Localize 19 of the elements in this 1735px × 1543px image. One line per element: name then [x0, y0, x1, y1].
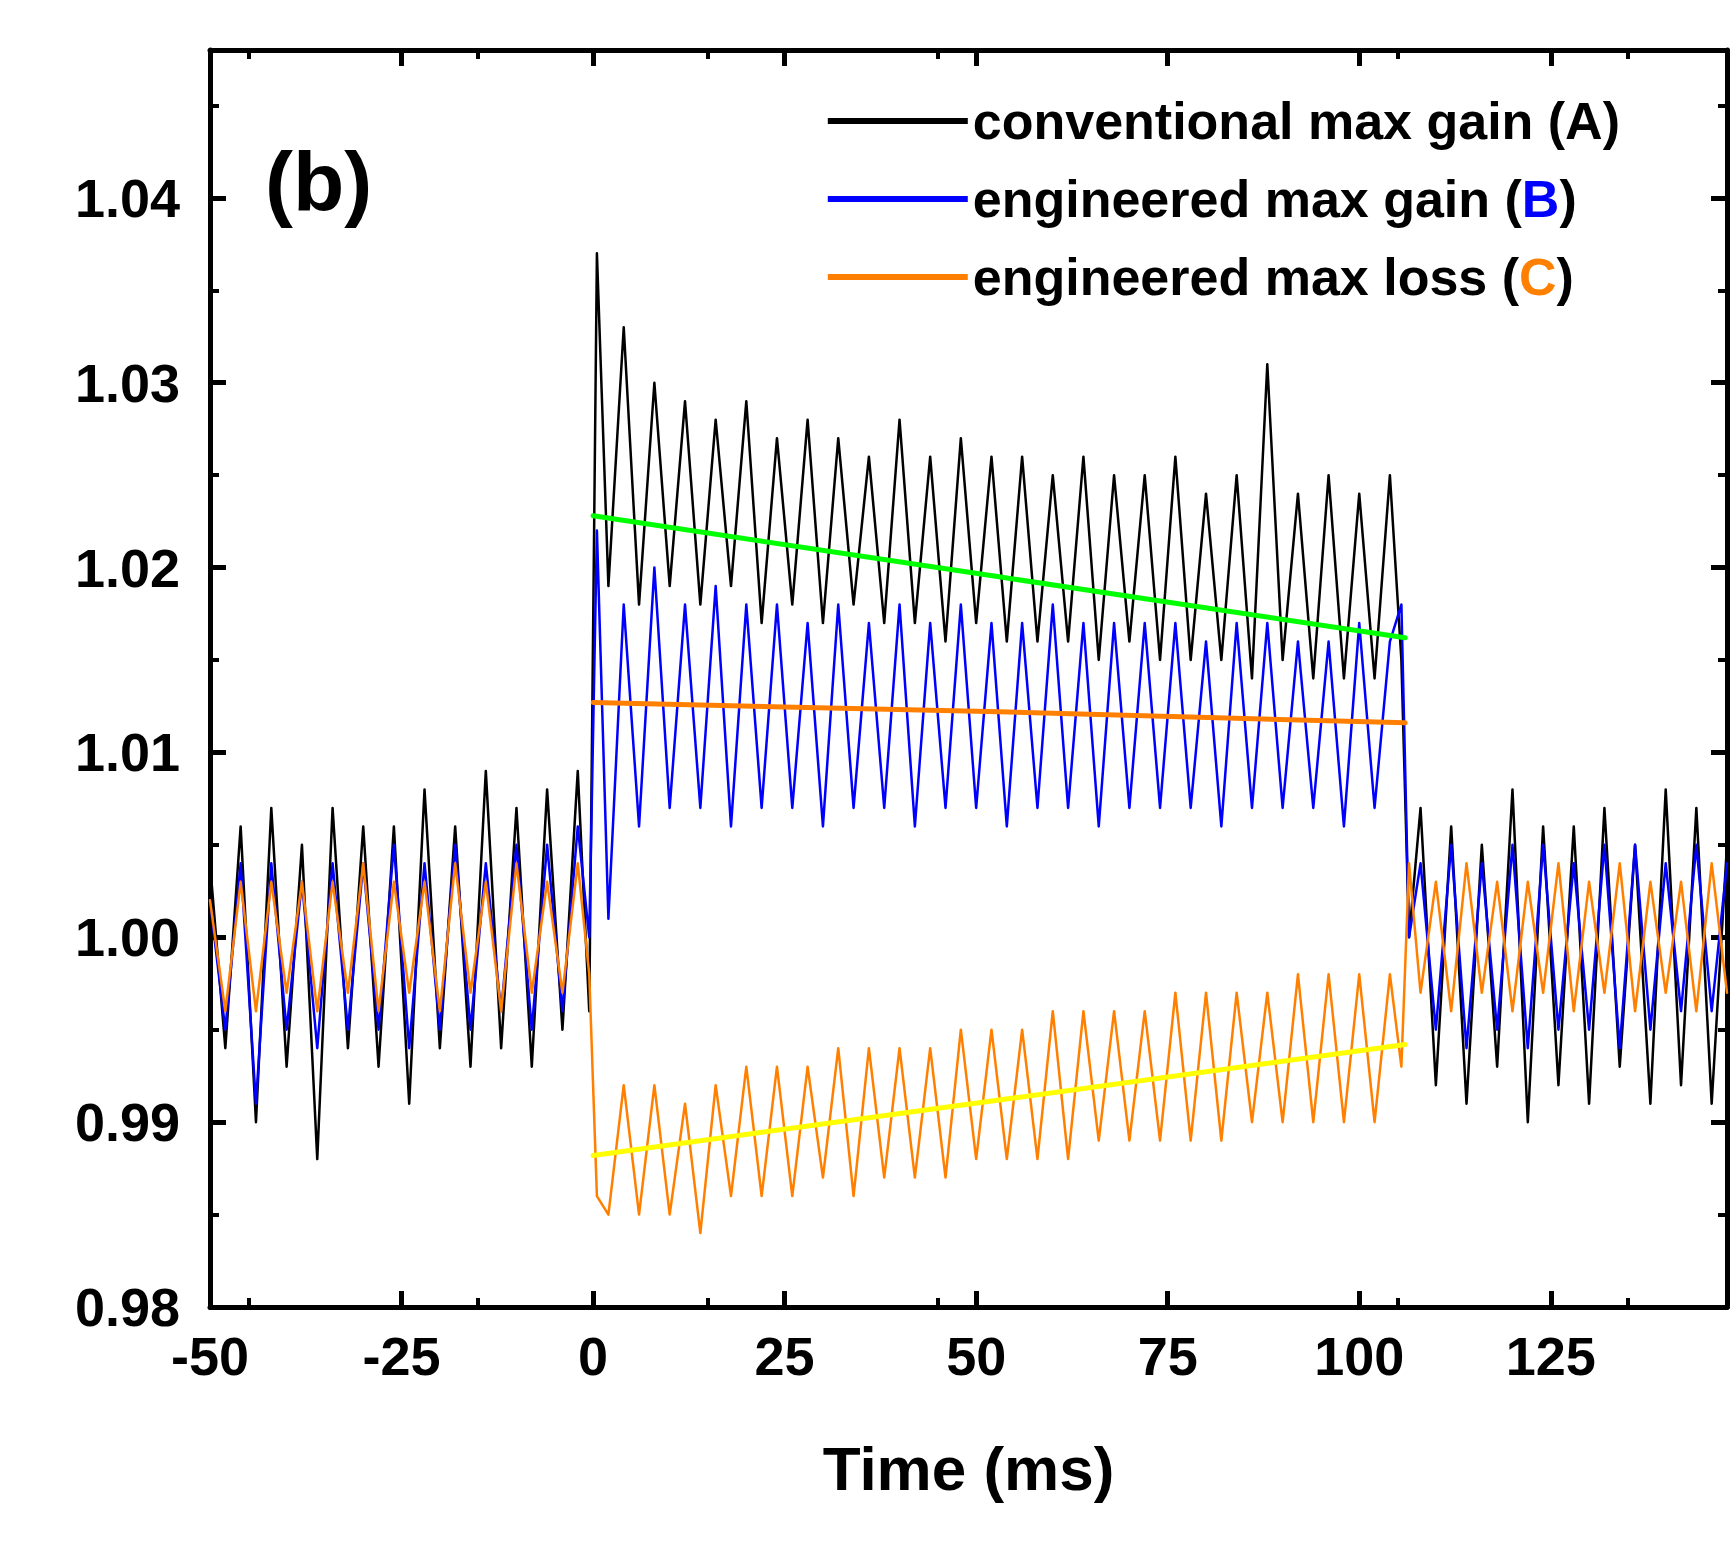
x-axis-title: Time (ms): [822, 1433, 1115, 1503]
y-tick-label: 1.02: [74, 537, 180, 598]
x-tick-label: 100: [1314, 1326, 1405, 1386]
legend-label: conventional max gain (A): [972, 92, 1621, 150]
annotation: (b): [265, 135, 373, 229]
y-tick-label: 1.01: [74, 722, 180, 783]
x-tick-label: 75: [1137, 1326, 1198, 1386]
x-tick-label: 25: [754, 1326, 815, 1386]
legend-label: engineered max loss (C): [972, 248, 1574, 306]
x-tick-label: 125: [1505, 1326, 1596, 1386]
y-tick-label: 1.00: [74, 907, 180, 968]
y-tick-label: 0.99: [74, 1092, 180, 1153]
x-tick-label: 50: [946, 1326, 1007, 1386]
line-series: [208, 862, 1729, 1235]
x-tick-label: -25: [362, 1326, 441, 1386]
y-tick-label: 1.03: [74, 352, 180, 413]
y-tick-label: 1.04: [74, 167, 180, 228]
legend-label: engineered max gain (B): [972, 170, 1577, 228]
x-tick-label: 0: [578, 1326, 609, 1386]
